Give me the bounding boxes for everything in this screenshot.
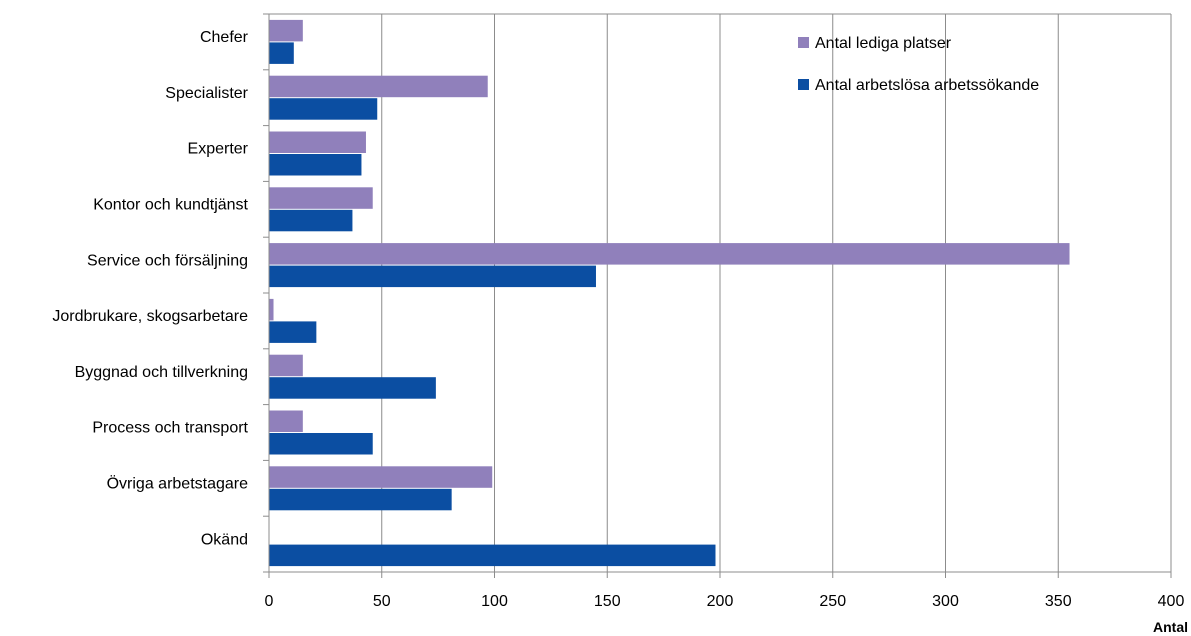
category-label: Experter bbox=[188, 141, 249, 158]
legend-label-lediga-platser: Antal lediga platser bbox=[815, 35, 952, 52]
bar-series-1-cat-8 bbox=[269, 488, 452, 511]
bar-series-0-cat-3 bbox=[269, 187, 373, 209]
category-label: Byggnad och tillverkning bbox=[75, 364, 248, 381]
category-labels: Chefer Specialister Experter Kontor och kun… bbox=[52, 29, 248, 548]
x-tick-label: 50 bbox=[373, 593, 391, 610]
bar-series-0-cat-7 bbox=[269, 410, 303, 432]
category-label: Chefer bbox=[200, 29, 249, 46]
bars bbox=[269, 19, 1070, 567]
bar-series-1-cat-0 bbox=[269, 42, 294, 64]
tick-labels: 0 50 100 150 200 250 300 350 400 bbox=[265, 593, 1185, 610]
bar-series-1-cat-5 bbox=[269, 321, 317, 343]
x-tick-label: 150 bbox=[594, 593, 621, 610]
x-axis-title: Antal bbox=[1153, 619, 1188, 635]
category-label: Kontor och kundtjänst bbox=[93, 197, 248, 214]
gridlines bbox=[269, 13, 1172, 572]
legend-swatch-lediga-platser bbox=[798, 37, 809, 48]
x-tick-label: 200 bbox=[707, 593, 734, 610]
category-label: Jordbrukare, skogsarbetare bbox=[52, 308, 248, 325]
category-label: Process och transport bbox=[92, 420, 248, 437]
bar-series-1-cat-1 bbox=[269, 98, 378, 120]
category-label: Specialister bbox=[165, 85, 248, 102]
x-tick-label: 0 bbox=[265, 593, 274, 610]
bar-series-1-cat-2 bbox=[269, 154, 362, 176]
x-tick-label: 100 bbox=[481, 593, 508, 610]
category-label: Service och försäljning bbox=[87, 252, 248, 269]
bar-series-0-cat-1 bbox=[269, 75, 488, 98]
legend: Antal lediga platser Antal arbetslösa ar… bbox=[798, 35, 1039, 94]
bar-series-1-cat-7 bbox=[269, 433, 373, 455]
legend-swatch-arbetslosa bbox=[798, 79, 809, 90]
bar-series-1-cat-4 bbox=[269, 265, 596, 288]
bar-series-0-cat-0 bbox=[269, 19, 303, 42]
x-tick-label: 300 bbox=[932, 593, 959, 610]
axes bbox=[263, 13, 1172, 578]
category-label: Okänd bbox=[201, 531, 248, 548]
bar-series-1-cat-3 bbox=[269, 209, 353, 232]
x-tick-label: 400 bbox=[1158, 593, 1185, 610]
bar-series-1-cat-9 bbox=[269, 544, 716, 567]
bar-series-1-cat-6 bbox=[269, 377, 436, 399]
bar-series-0-cat-4 bbox=[269, 243, 1070, 265]
x-tick-label: 350 bbox=[1045, 593, 1072, 610]
bar-series-0-cat-6 bbox=[269, 354, 303, 377]
x-tick-label: 250 bbox=[819, 593, 846, 610]
category-label: Övriga arbetstagare bbox=[107, 475, 249, 493]
bar-series-0-cat-2 bbox=[269, 131, 366, 153]
bar-series-0-cat-8 bbox=[269, 466, 493, 488]
bar-series-0-cat-5 bbox=[269, 298, 274, 321]
legend-label-arbetslosa: Antal arbetslösa arbetssökande bbox=[815, 77, 1039, 94]
